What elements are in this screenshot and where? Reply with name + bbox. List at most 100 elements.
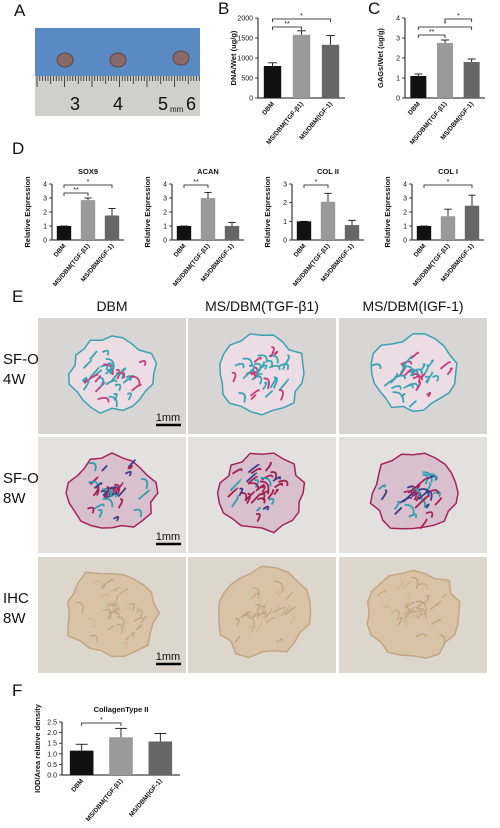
stain-strand bbox=[441, 593, 447, 598]
stain-strand bbox=[140, 478, 149, 490]
bar bbox=[437, 43, 453, 98]
stain-strand bbox=[264, 390, 273, 398]
stain-strand bbox=[413, 373, 421, 383]
stain-strand bbox=[138, 360, 147, 367]
stain-strand bbox=[286, 604, 291, 611]
y-tick-label: 2 bbox=[403, 210, 407, 217]
stain-strand bbox=[247, 463, 260, 474]
stain-strand bbox=[93, 503, 105, 510]
stain-strand bbox=[117, 498, 124, 509]
stain-strand bbox=[275, 638, 283, 643]
x-tick-label: DBM bbox=[173, 243, 188, 259]
bar bbox=[296, 221, 312, 240]
stain-strand bbox=[255, 621, 263, 632]
bar bbox=[176, 226, 192, 240]
y-tick-label: 2 bbox=[163, 210, 167, 217]
stain-strand bbox=[419, 363, 426, 372]
stain-strand bbox=[255, 375, 263, 385]
y-tick-label: 0 bbox=[403, 238, 407, 245]
stain-strand bbox=[427, 359, 434, 368]
stain-strand bbox=[102, 488, 112, 497]
stain-strand bbox=[102, 497, 114, 508]
significance-label: * bbox=[300, 13, 303, 20]
y-tick-label: 3 bbox=[403, 196, 407, 203]
y-tick-label: 2.0 bbox=[47, 730, 57, 737]
stain-strand bbox=[418, 488, 430, 496]
stain-strand bbox=[89, 366, 100, 379]
y-axis-label: Relative Expression bbox=[263, 176, 272, 248]
stain-strand bbox=[250, 394, 257, 401]
column-header: DBM bbox=[96, 298, 127, 314]
stain-strand bbox=[87, 618, 95, 629]
stain-strand bbox=[135, 607, 140, 614]
y-tick-label: 500 bbox=[241, 76, 253, 83]
stain-strand bbox=[99, 377, 105, 388]
x-tick-label: DBM bbox=[407, 101, 422, 117]
chart-title: SOX9 bbox=[78, 167, 98, 176]
bar bbox=[148, 741, 173, 775]
stain-strand bbox=[416, 607, 427, 619]
stain-strand bbox=[113, 515, 120, 522]
significance-label: ** bbox=[284, 21, 290, 28]
stain-strand bbox=[231, 468, 243, 475]
significance-label: ** bbox=[193, 179, 199, 186]
stain-strand bbox=[245, 472, 258, 483]
stain-strand bbox=[94, 375, 102, 383]
stain-strand bbox=[415, 381, 422, 392]
stain-strand bbox=[273, 580, 284, 592]
y-tick-label: 2 bbox=[283, 200, 287, 207]
tissue bbox=[216, 452, 306, 534]
stain-strand bbox=[105, 609, 112, 620]
stain-strand bbox=[403, 384, 414, 389]
stain-strand bbox=[246, 616, 255, 629]
stain-strand bbox=[394, 507, 402, 515]
y-tick-label: 0 bbox=[396, 96, 400, 103]
y-tick-label: 4 bbox=[403, 182, 407, 189]
stain-strand bbox=[105, 379, 118, 386]
stain-strand bbox=[258, 361, 266, 371]
significance-label: * bbox=[87, 179, 90, 186]
pellet bbox=[172, 50, 190, 66]
stain-strand bbox=[111, 595, 119, 608]
stain-strand bbox=[243, 611, 249, 617]
y-tick-label: 1.0 bbox=[47, 751, 57, 758]
stain-strand bbox=[402, 615, 414, 623]
stain-strand bbox=[254, 479, 259, 489]
stain-strand bbox=[92, 580, 103, 587]
stain-strand bbox=[446, 367, 453, 376]
stain-strand bbox=[404, 606, 410, 618]
stain-strand bbox=[415, 601, 426, 609]
stain-strand bbox=[247, 475, 258, 485]
stain-strand bbox=[81, 376, 88, 382]
significance-label: ** bbox=[73, 187, 79, 194]
stain-strand bbox=[250, 370, 257, 376]
x-tick-label: MS/DBM(TGF-β1) bbox=[85, 778, 125, 823]
stain-strand bbox=[76, 601, 84, 614]
stain-strand bbox=[421, 494, 430, 503]
stain-strand bbox=[411, 576, 419, 589]
x-tick-label: DBM bbox=[413, 243, 428, 259]
stain-strand bbox=[278, 389, 284, 401]
stain-strand bbox=[439, 634, 446, 647]
stain-strand bbox=[370, 363, 382, 370]
stain-strand bbox=[255, 506, 261, 512]
stain-strand bbox=[262, 381, 268, 391]
panel-label: D bbox=[12, 139, 24, 158]
stain-strand bbox=[263, 377, 270, 390]
stain-strand bbox=[92, 485, 100, 497]
stain-strand bbox=[407, 485, 419, 494]
y-tick-label: 0.5 bbox=[47, 762, 57, 769]
stain-strand bbox=[234, 362, 245, 369]
stain-strand bbox=[127, 459, 136, 468]
ruler-label: 5 bbox=[158, 94, 168, 114]
stain-strand bbox=[264, 461, 272, 472]
stain-strand bbox=[410, 351, 420, 360]
stain-strand bbox=[251, 591, 257, 599]
tissue bbox=[66, 571, 161, 658]
stain-strand bbox=[255, 513, 261, 522]
stain-strand bbox=[404, 610, 416, 618]
stain-strand bbox=[238, 487, 244, 497]
stain-strand bbox=[399, 496, 412, 504]
stain-strand bbox=[382, 604, 389, 609]
